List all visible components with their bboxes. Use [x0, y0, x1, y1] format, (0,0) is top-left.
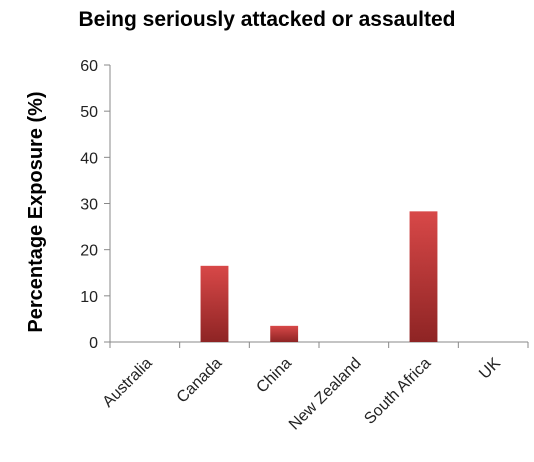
bar-south-africa	[409, 211, 438, 342]
chart-title: Being seriously attacked or assaulted	[78, 8, 456, 31]
x-tick-label: New Zealand	[286, 355, 365, 434]
x-tick-label: UK	[476, 355, 504, 383]
y-tick-label: 50	[80, 104, 98, 121]
bar-canada	[200, 265, 229, 342]
y-axis-title: Percentage Exposure (%)	[25, 91, 47, 332]
y-tick-label: 0	[89, 335, 98, 352]
y-tick-label: 40	[80, 150, 98, 167]
y-tick-label: 30	[80, 197, 98, 214]
x-tick-label: Australia	[100, 355, 156, 411]
x-tick-label: Canada	[174, 355, 226, 407]
y-tick-label: 60	[80, 58, 98, 75]
bar-china	[270, 325, 299, 342]
x-tick-label: South Africa	[361, 355, 434, 428]
y-tick-label: 20	[80, 243, 98, 260]
y-tick-label: 10	[80, 289, 98, 306]
x-tick-label: China	[253, 355, 295, 397]
